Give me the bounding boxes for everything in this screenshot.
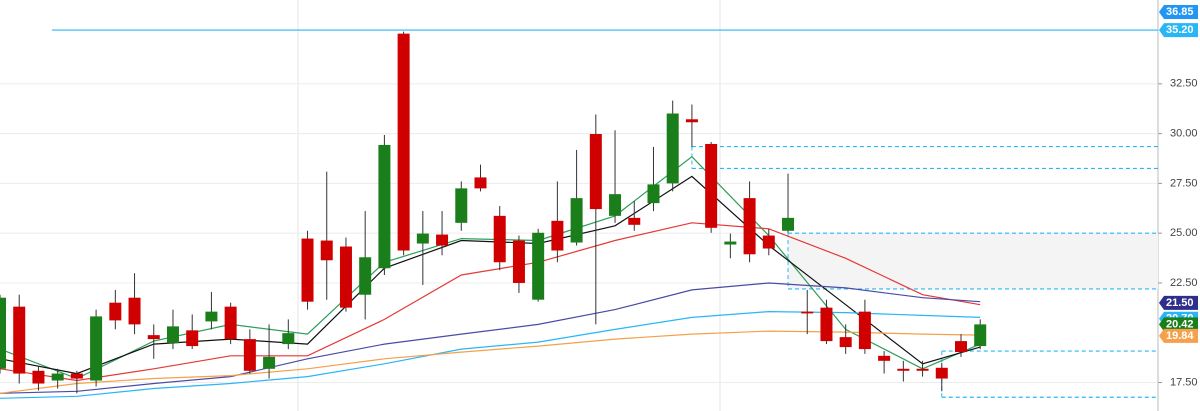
candle-body [762, 235, 775, 249]
candle-body [666, 113, 679, 184]
y-tick-label: 22.50 [1170, 277, 1198, 289]
candle-body [589, 134, 602, 210]
candle-body [858, 311, 871, 350]
candle-body [935, 367, 948, 379]
candle-body [378, 144, 391, 269]
y-tick-label: 27.50 [1170, 177, 1198, 189]
candle-body [551, 220, 564, 251]
candle-body [0, 297, 6, 369]
price-label-bg [1159, 23, 1198, 38]
price-label: 19.84 [1166, 330, 1194, 342]
candle-body [897, 368, 910, 371]
candle-body [397, 33, 410, 251]
candle-body [512, 240, 525, 283]
candle-body [532, 232, 545, 300]
candle-body [32, 370, 45, 384]
candle-body [685, 119, 698, 123]
candle-body [416, 233, 429, 244]
candle-body [339, 246, 352, 308]
price-label: 36.85 [1166, 6, 1194, 18]
candle-body [320, 240, 333, 261]
y-tick-label: 17.50 [1170, 376, 1198, 388]
candle-body [205, 311, 218, 322]
y-tick-label: 30.00 [1170, 128, 1198, 140]
candle-body [301, 238, 314, 302]
price-label: 21.50 [1166, 297, 1194, 309]
candle-body [916, 368, 929, 371]
candle-body [974, 324, 987, 347]
candle-body [224, 306, 237, 340]
candle-body [724, 241, 737, 245]
candle-body [782, 217, 795, 231]
candle-body [628, 217, 641, 225]
candle-body [13, 306, 26, 374]
candle-body [647, 184, 660, 204]
candle-body [474, 177, 487, 189]
candle-body [359, 257, 372, 295]
price-label-bg [1159, 317, 1198, 332]
candle-body [128, 297, 141, 325]
price-label-bg [1159, 295, 1198, 310]
y-tick-label: 32.50 [1170, 78, 1198, 90]
candle-body [493, 215, 506, 263]
candle-body [955, 341, 967, 353]
candle-body [878, 355, 891, 361]
candle-body [90, 316, 103, 381]
candle-body [70, 373, 83, 379]
ma-line [0, 330, 981, 394]
candle-body [109, 302, 122, 321]
candle-body [147, 335, 160, 340]
zone [788, 233, 1158, 289]
candle-body [455, 188, 468, 223]
candle-body [820, 307, 833, 342]
price-label-bg [1159, 328, 1198, 343]
y-tick-label: 25.00 [1170, 227, 1198, 239]
candle-body [801, 311, 814, 314]
ma-line [0, 310, 981, 399]
price-label-bg [1159, 5, 1198, 19]
candle-body [609, 194, 622, 216]
candle-body [243, 339, 256, 371]
candle-body [186, 330, 199, 347]
candle-body [743, 198, 756, 255]
candle-body [282, 333, 295, 345]
candle-body [263, 356, 276, 369]
candle-body [705, 143, 718, 228]
candle-body [166, 326, 179, 344]
candle-body [839, 337, 852, 348]
candle-body [570, 198, 583, 243]
price-label: 35.20 [1166, 24, 1194, 36]
ma-line [0, 282, 981, 394]
price-label: 20.42 [1166, 318, 1194, 330]
candle-body [436, 234, 449, 246]
candle-body [51, 373, 64, 381]
